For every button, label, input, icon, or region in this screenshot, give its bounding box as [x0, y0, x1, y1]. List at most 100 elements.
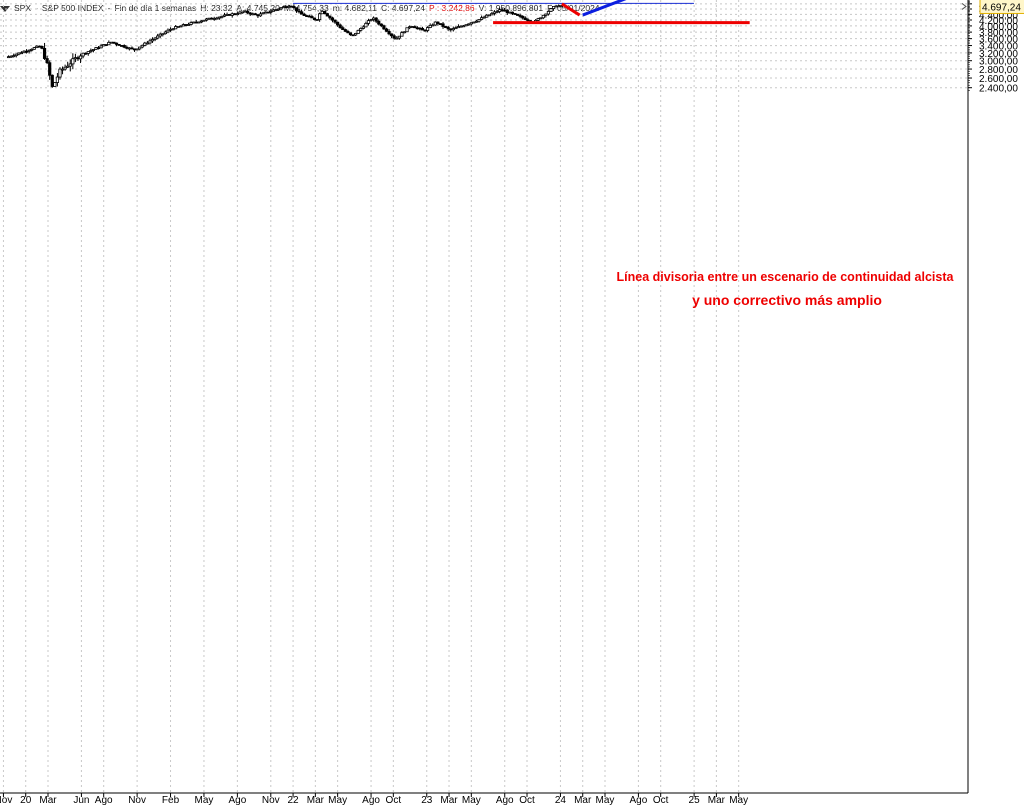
candle-down: [346, 30, 350, 34]
candle-up: [202, 19, 206, 22]
candle-down: [42, 47, 47, 59]
candle-up: [204, 18, 209, 21]
candle-down: [50, 74, 54, 87]
candle-up: [32, 47, 36, 50]
candle-up: [372, 17, 376, 20]
candle-down: [436, 21, 440, 24]
candle-up: [181, 24, 185, 27]
candle-up: [402, 31, 407, 34]
candle-up: [408, 26, 412, 29]
x-tick-label: May: [596, 795, 615, 805]
candle-down: [377, 20, 381, 25]
candle-down: [333, 19, 337, 23]
candle-up: [495, 11, 499, 13]
candle-down: [125, 46, 129, 49]
candle-up: [73, 57, 78, 60]
candle-up: [469, 22, 473, 25]
candle-up: [197, 21, 201, 24]
x-tick-label: Ago: [228, 795, 246, 805]
candle-down: [510, 11, 515, 14]
x-tick-label: Mar: [307, 795, 325, 805]
x-axis: Nov20MarJunAgoNovFebMayAgoNov22MarMayAgo…: [0, 792, 968, 805]
x-tick-label: Oct: [653, 795, 669, 805]
candle-up: [279, 7, 283, 10]
candle-up: [189, 22, 193, 25]
candle-down: [392, 35, 396, 39]
candle-up: [222, 14, 227, 17]
candle-up: [433, 21, 437, 26]
candle-up: [171, 28, 175, 31]
candle-up: [497, 9, 502, 12]
candle-down: [521, 15, 525, 19]
candle-up: [467, 23, 471, 26]
candle-up: [168, 28, 173, 31]
x-tick-label: Nov: [262, 795, 280, 805]
candle-up: [78, 55, 83, 60]
header-symbol: SPX: [14, 3, 32, 13]
candle-up: [508, 11, 512, 14]
candle-up: [14, 53, 18, 57]
chart-header: SPX - S&P 500 INDEX - Fin de día 1 semanas H:…: [0, 0, 604, 16]
annotation-line-1: Línea divisoria entre un escenario de co…: [617, 270, 955, 284]
candle-up: [554, 5, 558, 8]
candle-up: [474, 20, 479, 23]
candle-up: [477, 19, 481, 22]
candle-up: [240, 11, 245, 14]
candle-up: [30, 48, 34, 51]
candle-down: [104, 44, 108, 46]
x-tick-label: Ago: [362, 795, 380, 805]
candle-up: [179, 25, 183, 28]
y-tick-label: 3.600,00: [979, 35, 1018, 46]
candle-up: [71, 58, 75, 65]
header-time: H: 23:32: [200, 3, 233, 13]
candle-up: [431, 24, 435, 27]
candle-up: [68, 63, 72, 67]
y-tick-label: 2.400,00: [979, 84, 1018, 95]
candle-down: [336, 21, 340, 26]
x-tick-label: Ago: [630, 795, 648, 805]
candle-up: [451, 28, 455, 31]
x-tick-label: 23: [421, 795, 433, 805]
candle-down: [379, 23, 383, 27]
x-tick-label: May: [195, 795, 214, 805]
last-price-box: [979, 0, 1024, 14]
candle-down: [117, 44, 121, 46]
candle-down: [112, 41, 116, 44]
candle-down: [523, 17, 527, 21]
candle-down: [310, 16, 314, 19]
y-tick-label: 4.000,00: [979, 22, 1018, 33]
candle-down: [382, 25, 386, 30]
header-points: P : 3.242,86: [428, 3, 475, 13]
candle-down: [500, 9, 504, 12]
candle-down: [228, 14, 232, 16]
candle-down: [518, 15, 522, 17]
candle-up: [217, 16, 221, 19]
header-low: m: 4.682,11: [332, 3, 377, 13]
candle-up: [318, 13, 322, 20]
candle-up: [140, 44, 144, 48]
chart-grid: [0, 0, 968, 793]
candle-up: [6, 56, 11, 59]
candle-up: [487, 14, 491, 17]
candle-up: [238, 11, 242, 15]
candle-down: [114, 42, 119, 45]
candle-up: [176, 25, 180, 28]
x-tick-label: Mar: [708, 795, 726, 805]
candle-up: [428, 25, 432, 28]
projection-down-line: [561, 2, 581, 17]
candle-down: [248, 12, 252, 15]
candle-up: [19, 52, 24, 55]
candle-down: [307, 15, 311, 18]
candle-up: [359, 28, 363, 31]
candle-up: [485, 14, 489, 18]
candle-up: [99, 45, 103, 49]
x-tick-label: Nov: [128, 795, 146, 805]
candle-up: [225, 14, 229, 16]
candle-down: [418, 27, 422, 30]
candle-down: [300, 11, 304, 15]
candle-down: [284, 6, 288, 9]
candle-down: [446, 26, 450, 30]
candle-down: [515, 13, 520, 16]
candle-up: [282, 6, 286, 9]
